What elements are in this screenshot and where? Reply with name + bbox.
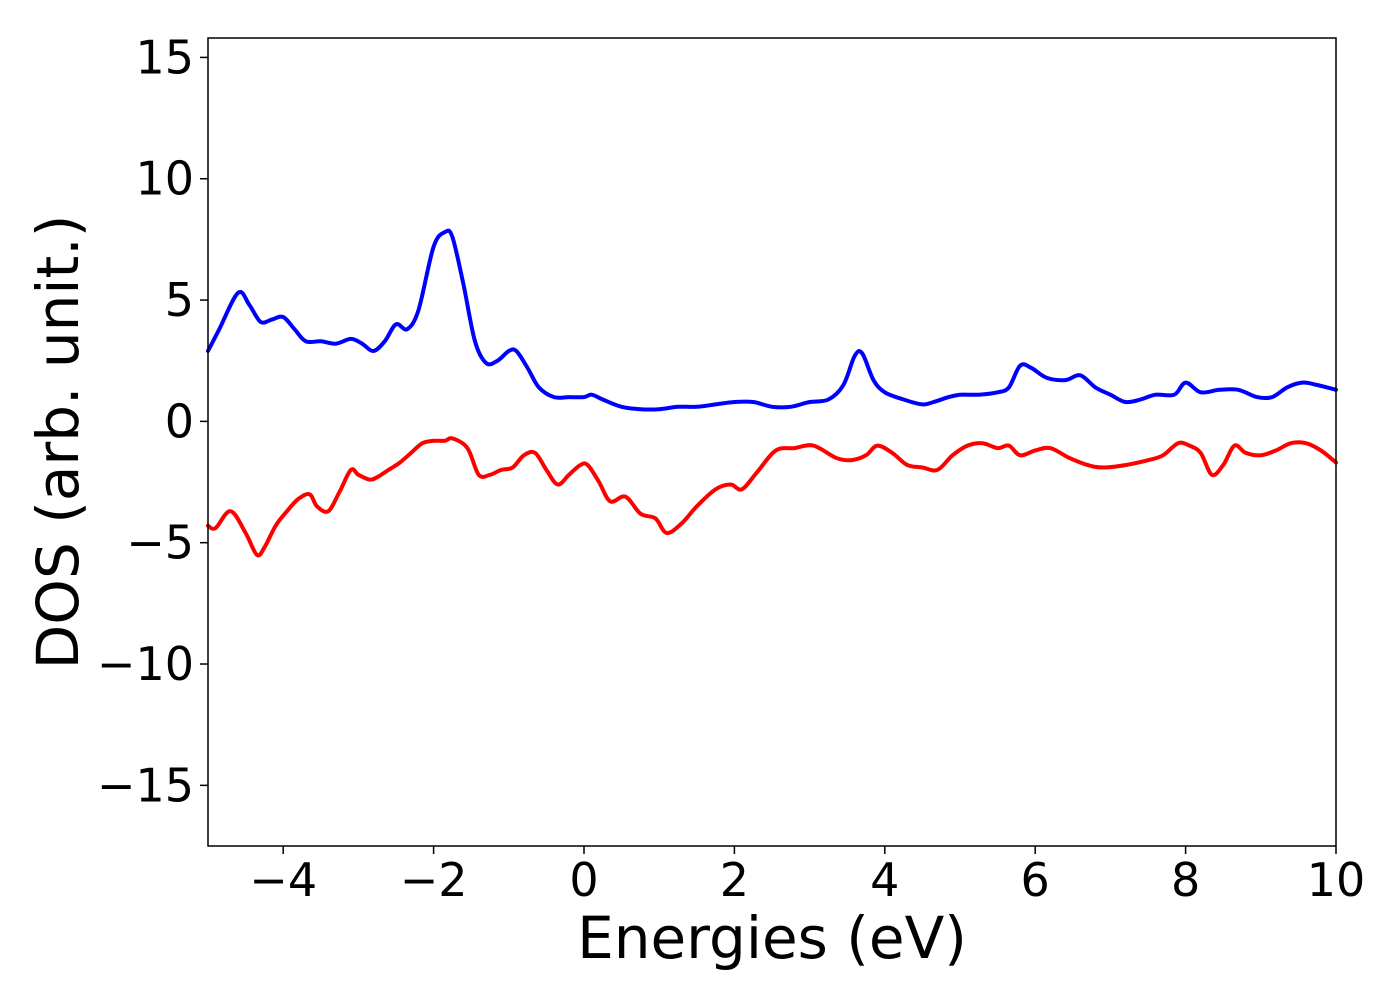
x-tick-label: 4 — [870, 853, 899, 907]
series-line-spin-down — [206, 436, 1338, 558]
x-tick-label: 6 — [1021, 853, 1050, 907]
series-layer — [206, 228, 1338, 558]
x-axis-ticks: −4 −2 0 2 4 6 8 10 — [249, 846, 1365, 907]
y-tick-label: −5 — [126, 516, 194, 570]
y-tick-label: −10 — [97, 637, 194, 691]
x-tick-label: 10 — [1307, 853, 1366, 907]
y-axis-label: DOS (arb. unit.) — [24, 215, 92, 670]
x-tick-label: −2 — [400, 853, 468, 907]
x-tick-label: 0 — [569, 853, 598, 907]
x-tick-label: −4 — [249, 853, 317, 907]
y-tick-label: 10 — [135, 152, 194, 206]
y-tick-label: 5 — [165, 273, 194, 327]
plot-frame — [207, 37, 1337, 847]
x-axis-label: Energies (eV) — [577, 904, 967, 972]
y-tick-label: 15 — [135, 30, 194, 84]
y-axis-ticks: −15 −10 −5 0 5 10 15 — [97, 30, 208, 812]
series-line-spin-up — [206, 228, 1338, 412]
x-tick-label: 2 — [720, 853, 749, 907]
y-tick-label: 0 — [165, 394, 194, 448]
x-tick-label: 8 — [1171, 853, 1200, 907]
y-tick-label: −15 — [97, 758, 194, 812]
